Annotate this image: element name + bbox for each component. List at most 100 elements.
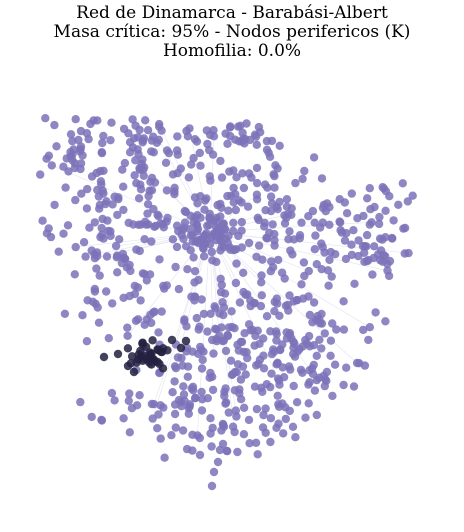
active-network-node (99, 352, 109, 362)
network-node (70, 159, 80, 168)
network-node (398, 179, 407, 188)
network-node (287, 204, 296, 213)
network-node (130, 281, 139, 291)
network-node (187, 292, 196, 301)
network-node (125, 260, 134, 270)
network-node (180, 206, 189, 216)
network-node (332, 325, 341, 334)
network-node (254, 215, 263, 225)
network-node (280, 211, 289, 220)
network-node (404, 248, 413, 258)
network-node (36, 170, 45, 179)
network-node (284, 306, 293, 315)
network-node (196, 342, 205, 352)
network-node (172, 242, 182, 252)
active-network-node (123, 344, 133, 353)
network-node (347, 240, 356, 249)
network-node (197, 387, 206, 397)
network-node (162, 186, 172, 195)
network-node (219, 336, 228, 345)
network-node (229, 218, 238, 227)
network-node (339, 380, 348, 390)
active-network-node (153, 345, 163, 355)
network-node (203, 327, 212, 336)
network-node (71, 242, 80, 252)
network-node (76, 159, 86, 168)
network-node (140, 320, 149, 329)
network-node (170, 400, 180, 409)
network-node (354, 251, 363, 261)
network-node (191, 393, 200, 403)
network-node (349, 382, 359, 391)
network-node (312, 351, 321, 360)
network-node (297, 218, 306, 227)
network-node (85, 223, 94, 232)
network-node (266, 437, 275, 447)
network-node (365, 323, 374, 332)
network-node (195, 322, 204, 331)
network-node (262, 145, 272, 154)
network-node (224, 231, 233, 241)
network-node (239, 268, 248, 277)
network-node (318, 242, 327, 252)
network-node (298, 368, 307, 377)
network-node (131, 121, 140, 130)
network-node (211, 324, 220, 333)
network-node (310, 245, 319, 254)
network-node (371, 308, 380, 317)
network-edge (152, 231, 211, 419)
network-node (196, 161, 205, 170)
network-node (183, 265, 192, 274)
network-node (263, 183, 272, 192)
network-node (304, 399, 313, 408)
network-node (97, 416, 107, 425)
network-node (130, 289, 140, 299)
network-node (312, 410, 321, 420)
network-node (113, 210, 122, 220)
network-node (125, 389, 134, 398)
network-node (190, 135, 200, 144)
network-node (119, 205, 128, 215)
network-node (115, 235, 124, 244)
active-network-node (127, 352, 137, 361)
network-node (209, 132, 219, 141)
network-node (260, 222, 269, 231)
network-node (38, 216, 47, 225)
network-node (132, 245, 141, 254)
network-node (227, 307, 236, 316)
network-node (180, 315, 189, 324)
network-node (195, 148, 204, 158)
network-node (189, 386, 198, 395)
network-node (328, 319, 337, 328)
title-line-homophily: Homofilia: 0.0% (162, 41, 302, 61)
network-node (110, 396, 119, 405)
network-node (242, 348, 251, 357)
network-node (280, 274, 289, 283)
network-node (246, 326, 255, 335)
network-node (225, 167, 234, 176)
network-node (184, 173, 194, 182)
network-node (138, 165, 148, 174)
network-node (124, 396, 133, 405)
network-node (208, 256, 217, 265)
network-node (140, 270, 149, 279)
network-node (93, 303, 102, 312)
network-node (318, 218, 327, 227)
network-node (243, 202, 253, 211)
network-node (280, 219, 290, 228)
network-node (269, 170, 278, 179)
network-node (205, 213, 214, 222)
network-node (99, 131, 108, 141)
active-node-layer (99, 335, 191, 377)
network-node (272, 329, 281, 339)
network-node (156, 434, 165, 443)
network-node (300, 166, 309, 176)
network-node (168, 235, 178, 244)
network-node (42, 229, 52, 238)
network-node (195, 450, 205, 460)
network-node (370, 242, 379, 251)
network-node (238, 128, 247, 137)
network-node (205, 145, 214, 155)
active-network-node (153, 357, 162, 367)
